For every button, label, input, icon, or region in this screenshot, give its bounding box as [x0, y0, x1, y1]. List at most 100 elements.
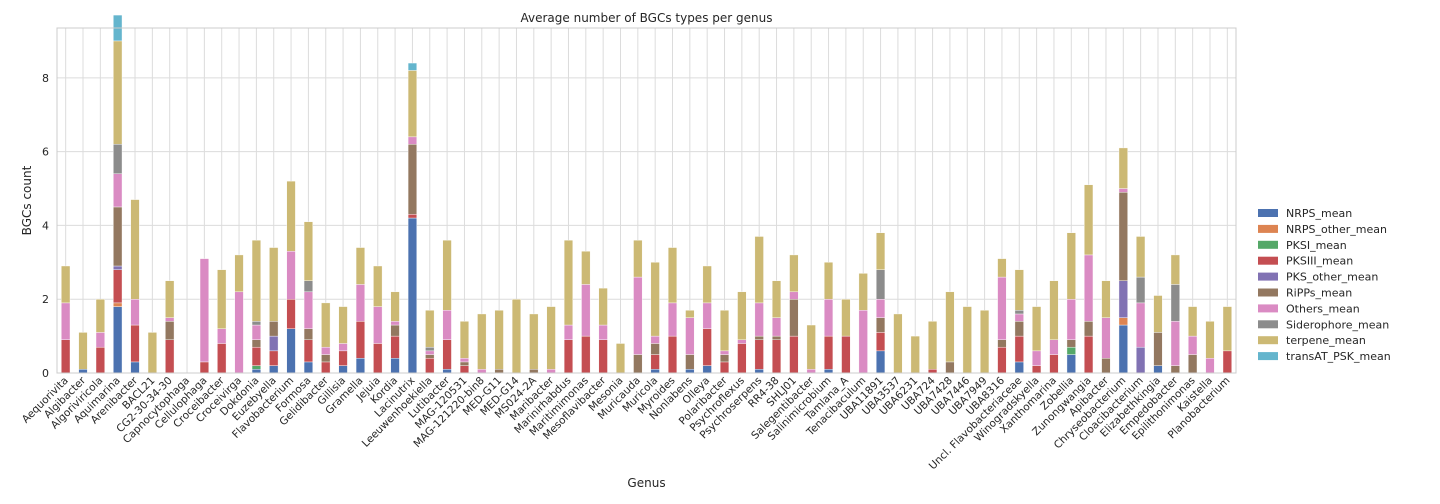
bar-segment — [737, 339, 747, 344]
bar-segment — [667, 335, 678, 374]
bar-segment — [772, 317, 782, 337]
bar-segment — [303, 328, 313, 340]
bar-segment — [650, 262, 660, 337]
bar-segment — [685, 369, 695, 374]
bar-segment — [928, 321, 938, 370]
bar-segment — [113, 269, 123, 304]
legend-swatch — [1258, 224, 1278, 233]
bar-segment — [806, 324, 816, 370]
bar-segment — [425, 350, 435, 355]
bar-segment — [1205, 321, 1215, 359]
bar-segment — [442, 310, 452, 340]
bar-segment — [373, 306, 383, 344]
bar-segment — [737, 343, 747, 374]
bar-segment — [719, 354, 730, 363]
bar-segment — [685, 354, 695, 370]
bar-segment — [1101, 280, 1111, 318]
bar-segment — [61, 339, 71, 374]
bar-segment — [442, 239, 452, 311]
legend: NRPS_mean NRPS_other_mean PKSI_mean PKSIII_… — [1250, 203, 1430, 370]
bar-segment — [876, 232, 886, 270]
bar-segment — [286, 299, 296, 329]
bar-segment — [61, 302, 71, 340]
legend-entry: PKSI_mean — [1286, 239, 1347, 252]
bar-segment — [1222, 306, 1232, 352]
bar-segment — [1136, 276, 1146, 304]
bar-segment — [1136, 346, 1146, 374]
bar-segment — [459, 365, 469, 374]
bar-segment — [130, 361, 140, 374]
bar-segment — [841, 335, 851, 374]
bar-segment — [824, 335, 834, 370]
bar-segment — [286, 180, 296, 252]
bar-segment — [615, 343, 626, 374]
bar-segment — [1118, 324, 1128, 374]
bar-segment — [1205, 358, 1215, 374]
bar-segment — [130, 299, 140, 326]
legend-swatch — [1258, 304, 1278, 313]
bar-segment — [633, 354, 643, 374]
bar-segment — [841, 299, 851, 337]
bar-segment — [824, 262, 834, 300]
bar-segment — [1014, 313, 1024, 322]
bar-segment — [1032, 306, 1042, 352]
bar-segment — [355, 247, 365, 285]
bar-segment — [876, 350, 886, 374]
bar-segment — [1066, 339, 1076, 348]
bar-segment — [789, 335, 799, 374]
bar-segment — [667, 302, 678, 337]
bar-segment — [1084, 321, 1094, 337]
bar-segment — [1066, 232, 1076, 300]
bar-segment — [338, 343, 348, 352]
bar-segment — [390, 358, 400, 374]
bar-segment — [113, 265, 123, 270]
bar-segment — [113, 144, 123, 174]
bar-segment — [650, 354, 660, 370]
legend-background — [1250, 203, 1430, 370]
bar-segment — [789, 254, 799, 293]
legend-entry: transAT_PSK_mean — [1286, 350, 1391, 363]
bar-segment — [130, 324, 140, 363]
bar-segment — [754, 339, 764, 370]
bar-segment — [1170, 284, 1180, 322]
bar-segment — [425, 354, 435, 359]
legend-entry: Others_mean — [1286, 302, 1360, 315]
bar-segment — [407, 214, 417, 219]
bar-segment — [113, 173, 123, 208]
bar-segment — [997, 276, 1007, 340]
bar-segment — [806, 369, 816, 374]
x-axis-label: Genus — [627, 476, 665, 490]
bar-segment — [754, 302, 764, 337]
bar-segment — [1153, 365, 1163, 374]
bar-segment — [581, 251, 591, 285]
bar-segment — [754, 236, 764, 304]
bar-segment — [893, 313, 903, 374]
bar-segment — [113, 206, 123, 267]
bar-segment — [390, 291, 400, 322]
bar-segment — [1014, 321, 1024, 337]
bar-segment — [1136, 302, 1146, 348]
bar-segment — [1049, 354, 1059, 374]
bar-segment — [251, 339, 261, 348]
bar-segment — [338, 306, 348, 344]
bar-segment — [407, 217, 417, 374]
bar-segment — [442, 369, 452, 374]
bar-segment — [425, 310, 435, 348]
bar-segment — [269, 247, 279, 322]
bar-segment — [581, 335, 591, 374]
bar-segment — [269, 350, 279, 366]
bar-segment — [719, 310, 730, 352]
bar-segment — [633, 276, 643, 355]
bar-segment — [1032, 365, 1042, 374]
bar-segment — [251, 369, 261, 374]
bar-segment — [113, 302, 123, 307]
legend-swatch — [1258, 288, 1278, 297]
bar-segment — [772, 339, 782, 374]
bar-segment — [598, 287, 608, 326]
bar-segment — [1014, 310, 1024, 315]
bar-segment — [407, 136, 417, 145]
bar-segment — [546, 306, 556, 370]
y-tick-label: 4 — [42, 219, 49, 232]
bar-segment — [563, 324, 574, 340]
